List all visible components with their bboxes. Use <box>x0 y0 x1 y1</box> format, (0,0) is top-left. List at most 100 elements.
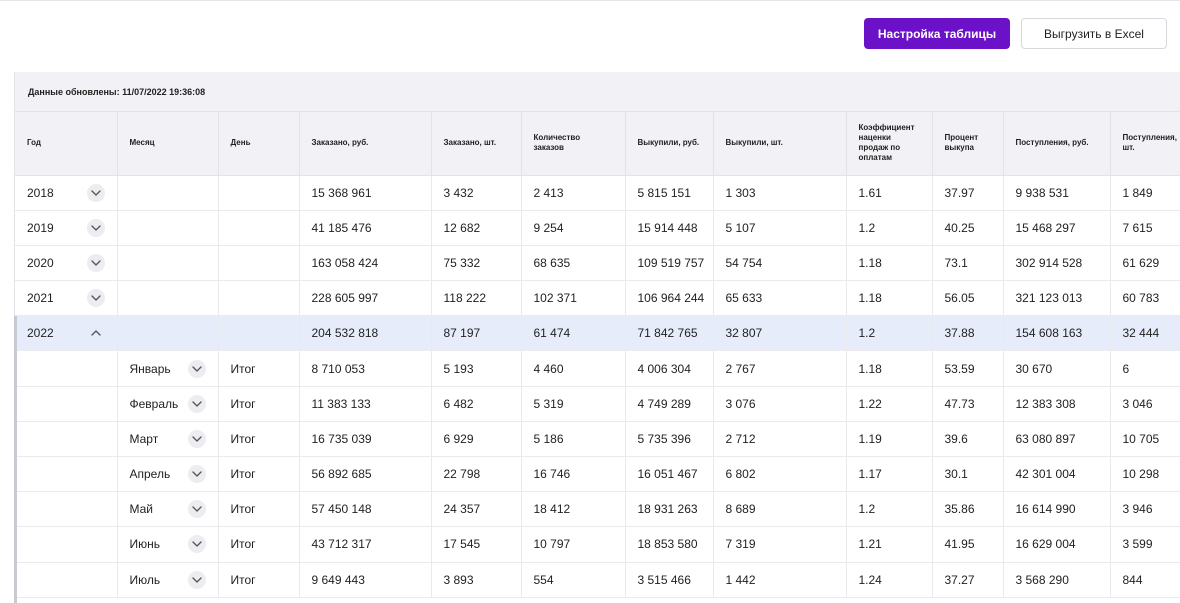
cell-month <box>117 175 219 211</box>
report-table-container[interactable]: Данные обновлены: 11/07/2022 19:36:08 Го… <box>14 72 1180 603</box>
column-header-year[interactable]: Год <box>15 112 118 176</box>
cell-receipts-pcs: 3 599 <box>1110 526 1180 563</box>
cell-ordered-rub: 163 058 424 <box>299 245 432 282</box>
cell-bought-rub: 18 853 580 <box>625 526 714 563</box>
chevron-up-icon[interactable] <box>86 324 105 343</box>
cell-bought-rub: 5 735 396 <box>625 421 714 458</box>
column-header-day[interactable]: День <box>218 112 300 176</box>
cell-year: 2018 <box>15 175 118 211</box>
chevron-down-icon[interactable] <box>187 429 206 448</box>
chevron-down-icon[interactable] <box>187 570 206 589</box>
chevron-down-icon[interactable] <box>86 289 105 308</box>
cell-year <box>15 526 118 563</box>
column-header-ordered-rub[interactable]: Заказано, руб. <box>299 112 432 176</box>
cell-bought-pcs: 2 767 <box>713 350 847 387</box>
year-row[interactable]: 2021 228 605 997 118 222 102 371 106 964 244… <box>15 280 1180 317</box>
cell-markup-coefficient: 1.18 <box>846 280 933 317</box>
column-header-ordered-pcs[interactable]: Заказано, шт. <box>431 112 522 176</box>
year-row[interactable]: 2019 41 185 476 12 682 9 254 15 914 448 5 107… <box>15 210 1180 246</box>
cell-month: Июль <box>117 562 219 598</box>
cell-bought-pcs: 2 712 <box>713 421 847 458</box>
column-header-bought-rub[interactable]: Выкупили, руб. <box>625 112 714 176</box>
column-header-receipts-rub[interactable]: Поступления, руб. <box>1003 112 1111 176</box>
chevron-down-icon[interactable] <box>187 500 206 519</box>
cell-receipts-rub: 63 080 897 <box>1003 421 1111 458</box>
chevron-down-icon[interactable] <box>187 535 206 554</box>
month-row[interactable]: Июнь Итог 43 712 317 17 545 10 797 18 853 580… <box>15 526 1180 563</box>
cell-receipts-rub: 15 468 297 <box>1003 210 1111 246</box>
column-header-receipts-pcs[interactable]: Поступления, шт. <box>1110 112 1180 176</box>
cell-bought-rub: 5 815 151 <box>625 175 714 211</box>
chevron-down-icon[interactable] <box>187 359 206 378</box>
year-label: 2020 <box>27 255 54 270</box>
month-row[interactable]: Февраль Итог 11 383 133 6 482 5 319 4 749 289… <box>15 386 1180 422</box>
cell-day: Итог <box>218 350 300 387</box>
cell-receipts-pcs: 6 <box>1110 350 1180 387</box>
cell-ordered-rub: 8 710 053 <box>299 350 432 387</box>
cell-bought-rub: 4 749 289 <box>625 386 714 422</box>
cell-ordered-pcs: 3 432 <box>431 175 522 211</box>
cell-markup-coefficient: 1.2 <box>846 491 933 528</box>
cell-bought-pcs: 65 633 <box>713 280 847 317</box>
month-label: Январь <box>129 361 171 376</box>
column-header-markup-coefficient[interactable]: Коэффициент наценки продаж по оплатам <box>846 112 933 176</box>
chevron-down-icon[interactable] <box>187 465 206 484</box>
cell-ordered-rub: 41 185 476 <box>299 210 432 246</box>
month-row[interactable]: Июль Итог 9 649 443 3 893 554 3 515 466 1 442 1… <box>15 562 1180 598</box>
cell-receipts-pcs: 844 <box>1110 562 1180 598</box>
table-header-row: Год Месяц День Заказано, руб. Заказано, … <box>15 112 1180 176</box>
cell-bought-pcs: 8 689 <box>713 491 847 528</box>
cell-ordered-pcs: 6 482 <box>431 386 522 422</box>
cell-bought-rub: 16 051 467 <box>625 456 714 493</box>
cell-markup-coefficient: 1.19 <box>846 421 933 458</box>
month-row[interactable]: Январь Итог 8 710 053 5 193 4 460 4 006 304 2 … <box>15 350 1180 387</box>
table-settings-button[interactable]: Настройка таблицы <box>864 18 1010 49</box>
cell-day: Итог <box>218 491 300 528</box>
cell-ordered-pcs: 5 193 <box>431 350 522 387</box>
chevron-down-icon[interactable] <box>187 394 206 413</box>
cell-markup-coefficient: 1.61 <box>846 175 933 211</box>
year-row[interactable]: 2018 15 368 961 3 432 2 413 5 815 151 1 303 1.… <box>15 175 1180 211</box>
month-label: Май <box>129 502 154 517</box>
cell-year: 2022 <box>15 315 118 352</box>
cell-day <box>218 175 300 211</box>
cell-year <box>15 350 118 387</box>
cell-receipts-pcs: 61 629 <box>1110 245 1180 282</box>
year-label: 2021 <box>27 291 54 306</box>
cell-ordered-pcs: 6 929 <box>431 421 522 458</box>
cell-bought-rub: 71 842 765 <box>625 315 714 352</box>
cell-receipts-rub: 321 123 013 <box>1003 280 1111 317</box>
cell-orders-count: 554 <box>521 562 626 598</box>
cell-year: 2021 <box>15 280 118 317</box>
column-header-orders-count[interactable]: Количество заказов <box>521 112 626 176</box>
cell-buyout-percent: 37.88 <box>932 315 1004 352</box>
cell-receipts-rub: 16 629 004 <box>1003 526 1111 563</box>
cell-buyout-percent: 53.59 <box>932 350 1004 387</box>
column-header-buyout-percent[interactable]: Процент выкупа <box>932 112 1004 176</box>
column-header-bought-pcs[interactable]: Выкупили, шт. <box>713 112 847 176</box>
cell-buyout-percent: 37.27 <box>932 562 1004 598</box>
chevron-down-icon[interactable] <box>86 218 105 237</box>
cell-markup-coefficient: 1.2 <box>846 210 933 246</box>
month-row[interactable]: Май Итог 57 450 148 24 357 18 412 18 931 263 8… <box>15 491 1180 528</box>
cell-receipts-rub: 16 614 990 <box>1003 491 1111 528</box>
cell-receipts-rub: 9 938 531 <box>1003 175 1111 211</box>
chevron-down-icon[interactable] <box>86 183 105 202</box>
cell-markup-coefficient: 1.24 <box>846 562 933 598</box>
cell-year: 2020 <box>15 245 118 282</box>
month-row[interactable]: Апрель Итог 56 892 685 22 798 16 746 16 051 4… <box>15 456 1180 493</box>
cell-receipts-rub: 42 301 004 <box>1003 456 1111 493</box>
cell-month <box>117 245 219 282</box>
export-excel-button[interactable]: Выгрузить в Excel <box>1021 18 1167 49</box>
cell-orders-count: 2 413 <box>521 175 626 211</box>
year-row[interactable]: 2020 163 058 424 75 332 68 635 109 519 757 54… <box>15 245 1180 282</box>
cell-year <box>15 456 118 493</box>
column-header-month[interactable]: Месяц <box>117 112 219 176</box>
cell-receipts-pcs: 3 946 <box>1110 491 1180 528</box>
month-row[interactable]: Март Итог 16 735 039 6 929 5 186 5 735 396 2 7… <box>15 421 1180 458</box>
cell-ordered-rub: 57 450 148 <box>299 491 432 528</box>
year-row[interactable]: 2022 204 532 818 87 197 61 474 71 842 765 32 … <box>15 315 1180 352</box>
cell-ordered-rub: 204 532 818 <box>299 315 432 352</box>
chevron-down-icon[interactable] <box>86 253 105 272</box>
cell-year <box>15 491 118 528</box>
